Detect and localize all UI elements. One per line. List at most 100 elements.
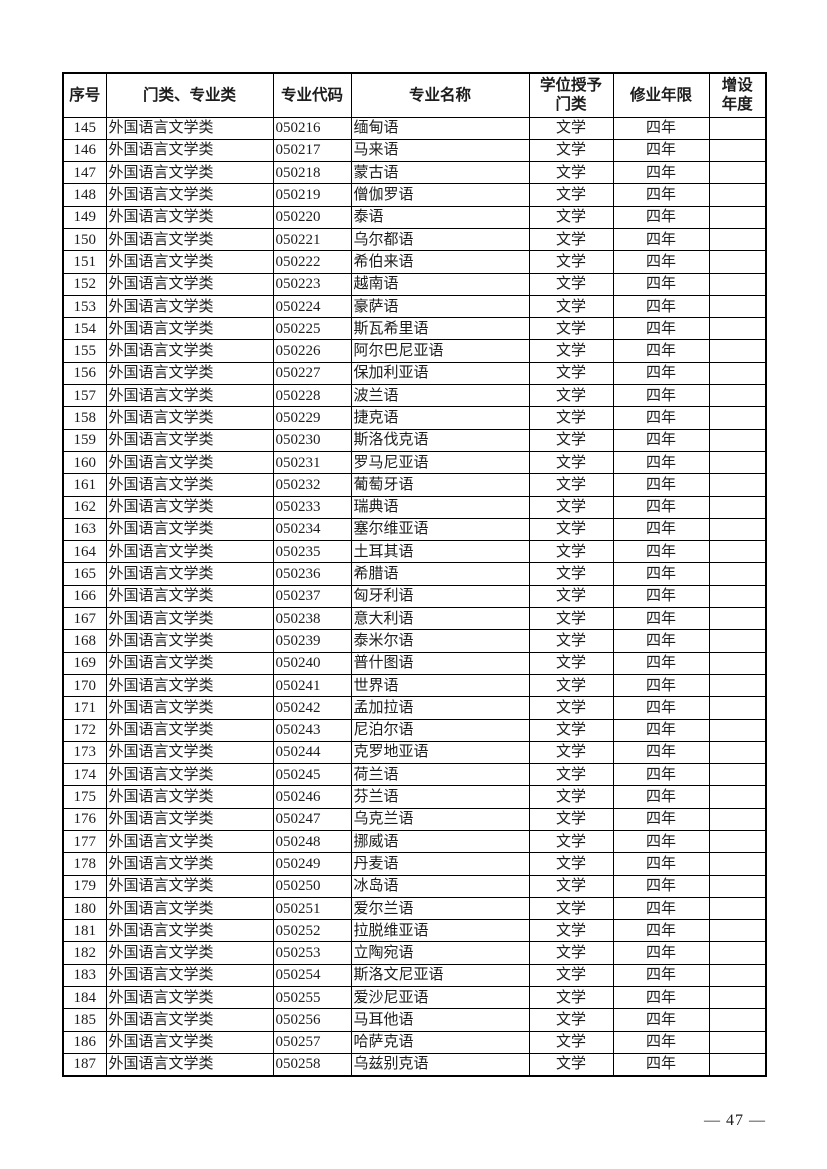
column-header: 门类、专业类 xyxy=(105,72,274,118)
table-row: 152 外国语言文学类 050223 越南语 文学 四年 xyxy=(62,272,767,296)
column-header: 增设 年度 xyxy=(708,72,767,118)
cell-serial: 181 xyxy=(62,919,107,943)
cell-degree: 文学 xyxy=(528,250,614,274)
column-header: 修业年限 xyxy=(612,72,710,118)
cell-major-name: 斯瓦希里语 xyxy=(350,317,530,341)
cell-serial: 161 xyxy=(62,473,107,497)
cell-code: 050258 xyxy=(272,1052,352,1077)
table-row: 164 外国语言文学类 050235 土耳其语 文学 四年 xyxy=(62,540,767,564)
cell-major-name: 丹麦语 xyxy=(350,852,530,876)
table-row: 184 外国语言文学类 050255 爱沙尼亚语 文学 四年 xyxy=(62,986,767,1010)
table-row: 168 外国语言文学类 050239 泰米尔语 文学 四年 xyxy=(62,629,767,653)
cell-major-name: 斯洛伐克语 xyxy=(350,428,530,452)
cell-added-year xyxy=(708,607,767,631)
cell-degree: 文学 xyxy=(528,673,614,698)
cell-added-year xyxy=(708,629,767,653)
cell-degree: 文学 xyxy=(528,361,614,386)
table-row: 186 外国语言文学类 050257 哈萨克语 文学 四年 xyxy=(62,1030,767,1054)
cell-serial: 180 xyxy=(62,896,107,921)
cell-category: 外国语言文学类 xyxy=(105,384,274,408)
cell-degree: 文学 xyxy=(528,941,614,965)
cell-years: 四年 xyxy=(612,696,710,720)
cell-added-year xyxy=(708,874,767,898)
cell-years: 四年 xyxy=(612,829,710,854)
cell-years: 四年 xyxy=(612,673,710,698)
cell-years: 四年 xyxy=(612,874,710,898)
cell-code: 050236 xyxy=(272,562,352,586)
cell-code: 050238 xyxy=(272,607,352,631)
cell-degree: 文学 xyxy=(528,1030,614,1054)
cell-category: 外国语言文学类 xyxy=(105,138,274,163)
cell-added-year xyxy=(708,116,767,140)
cell-added-year xyxy=(708,205,767,229)
cell-years: 四年 xyxy=(612,718,710,742)
cell-category: 外国语言文学类 xyxy=(105,829,274,854)
cell-major-name: 冰岛语 xyxy=(350,874,530,898)
table-row: 182 外国语言文学类 050253 立陶宛语 文学 四年 xyxy=(62,941,767,965)
cell-code: 050248 xyxy=(272,829,352,854)
cell-degree: 文学 xyxy=(528,829,614,854)
table-row: 173 外国语言文学类 050244 克罗地亚语 文学 四年 xyxy=(62,740,767,765)
cell-code: 050256 xyxy=(272,1008,352,1032)
table-row: 155 外国语言文学类 050226 阿尔巴尼亚语 文学 四年 xyxy=(62,339,767,363)
cell-serial: 173 xyxy=(62,740,107,765)
cell-serial: 146 xyxy=(62,138,107,163)
table-row: 183 外国语言文学类 050254 斯洛文尼亚语 文学 四年 xyxy=(62,963,767,988)
cell-serial: 156 xyxy=(62,361,107,386)
cell-serial: 148 xyxy=(62,183,107,207)
cell-category: 外国语言文学类 xyxy=(105,896,274,921)
cell-category: 外国语言文学类 xyxy=(105,718,274,742)
cell-degree: 文学 xyxy=(528,473,614,497)
cell-years: 四年 xyxy=(612,473,710,497)
cell-serial: 168 xyxy=(62,629,107,653)
cell-major-name: 希伯来语 xyxy=(350,250,530,274)
cell-serial: 151 xyxy=(62,250,107,274)
cell-code: 050254 xyxy=(272,963,352,988)
cell-category: 外国语言文学类 xyxy=(105,540,274,564)
cell-code: 050250 xyxy=(272,874,352,898)
cell-added-year xyxy=(708,673,767,698)
cell-years: 四年 xyxy=(612,941,710,965)
cell-code: 050253 xyxy=(272,941,352,965)
table-row: 166 外国语言文学类 050237 匈牙利语 文学 四年 xyxy=(62,584,767,609)
cell-major-name: 匈牙利语 xyxy=(350,584,530,609)
cell-code: 050219 xyxy=(272,183,352,207)
cell-serial: 163 xyxy=(62,517,107,542)
cell-major-name: 乌克兰语 xyxy=(350,807,530,832)
cell-category: 外国语言文学类 xyxy=(105,852,274,876)
cell-years: 四年 xyxy=(612,317,710,341)
cell-years: 四年 xyxy=(612,651,710,675)
cell-serial: 159 xyxy=(62,428,107,452)
cell-category: 外国语言文学类 xyxy=(105,941,274,965)
cell-code: 050222 xyxy=(272,250,352,274)
cell-years: 四年 xyxy=(612,584,710,609)
cell-serial: 149 xyxy=(62,205,107,229)
cell-years: 四年 xyxy=(612,495,710,519)
cell-degree: 文学 xyxy=(528,874,614,898)
cell-code: 050218 xyxy=(272,161,352,185)
cell-added-year xyxy=(708,1008,767,1032)
cell-category: 外国语言文学类 xyxy=(105,450,274,475)
table-row: 171 外国语言文学类 050242 孟加拉语 文学 四年 xyxy=(62,696,767,720)
cell-category: 外国语言文学类 xyxy=(105,361,274,386)
cell-major-name: 世界语 xyxy=(350,673,530,698)
table-row: 159 外国语言文学类 050230 斯洛伐克语 文学 四年 xyxy=(62,428,767,452)
cell-code: 050246 xyxy=(272,785,352,809)
cell-years: 四年 xyxy=(612,740,710,765)
cell-category: 外国语言文学类 xyxy=(105,673,274,698)
cell-years: 四年 xyxy=(612,161,710,185)
cell-code: 050234 xyxy=(272,517,352,542)
cell-major-name: 塞尔维亚语 xyxy=(350,517,530,542)
cell-category: 外国语言文学类 xyxy=(105,339,274,363)
cell-category: 外国语言文学类 xyxy=(105,116,274,140)
cell-major-name: 乌尔都语 xyxy=(350,227,530,252)
cell-category: 外国语言文学类 xyxy=(105,473,274,497)
cell-category: 外国语言文学类 xyxy=(105,161,274,185)
cell-serial: 167 xyxy=(62,607,107,631)
cell-added-year xyxy=(708,718,767,742)
table-header-row: 序号 门类、专业类 专业代码 专业名称 学位授予 门类 修业年限 增设 年度 xyxy=(62,72,767,118)
cell-years: 四年 xyxy=(612,138,710,163)
cell-category: 外国语言文学类 xyxy=(105,740,274,765)
cell-degree: 文学 xyxy=(528,517,614,542)
cell-major-name: 泰米尔语 xyxy=(350,629,530,653)
